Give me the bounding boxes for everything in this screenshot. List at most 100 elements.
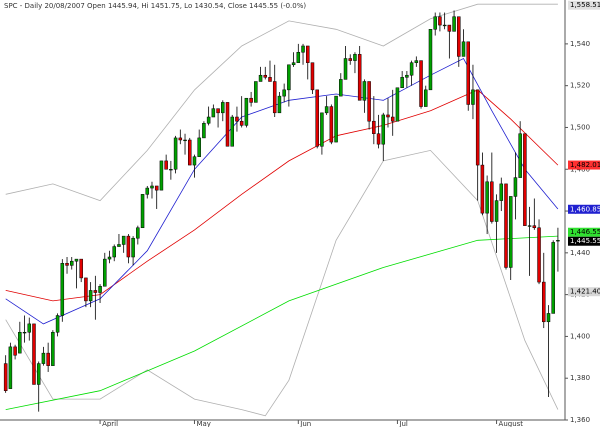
candle-body	[169, 169, 173, 171]
candle-body	[537, 227, 541, 283]
price-label: 1,460.85	[570, 205, 600, 213]
candle-body	[306, 45, 310, 63]
candle-body	[93, 290, 98, 293]
candle-body	[263, 74, 268, 78]
price-label-box	[568, 160, 600, 170]
candle-body	[258, 74, 263, 82]
candle-body	[192, 156, 197, 166]
candle-body	[320, 112, 324, 147]
price-label: 1,558.51	[570, 1, 600, 9]
x-tick-label: Jul	[398, 420, 408, 427]
candle-body	[409, 62, 414, 76]
candle-body	[419, 60, 423, 107]
price-label: 1,446.55	[570, 228, 600, 236]
candle-body	[287, 64, 291, 91]
candle-body	[291, 62, 296, 66]
candle-body	[159, 160, 164, 191]
indicator-line	[5, 3, 558, 202]
price-label-box	[568, 236, 600, 246]
candle-body	[395, 87, 400, 122]
candle-body	[518, 133, 522, 178]
price-label-box	[568, 204, 600, 214]
candle-body	[367, 81, 371, 122]
candle-body	[150, 185, 154, 189]
candle-body	[348, 58, 352, 61]
candle-body	[513, 177, 518, 197]
price-label: 1,482.01	[570, 161, 600, 169]
candle-body	[65, 263, 69, 266]
candle-body	[461, 41, 466, 57]
candle-body	[27, 323, 32, 333]
candle-body	[173, 137, 178, 170]
chart-title: SPC - Daily 20/08/2007 Open 1445.94, Hi …	[4, 2, 306, 10]
price-label-box	[568, 0, 600, 10]
candle-body	[310, 62, 315, 91]
x-tick-label: April	[102, 420, 118, 427]
candle-body	[225, 102, 230, 147]
indicator-line	[5, 57, 559, 325]
candle-body	[372, 120, 376, 134]
candle-body	[41, 352, 46, 364]
candle-body	[206, 116, 211, 124]
y-tick-label: 1,360	[570, 416, 590, 424]
candle-body	[183, 139, 187, 142]
candle-body	[79, 258, 83, 279]
price-label: 1,421.40	[570, 288, 600, 296]
candle-body	[126, 235, 131, 258]
candle-body	[140, 194, 145, 229]
candle-body	[428, 29, 433, 91]
candle-body	[499, 183, 504, 201]
candle-body	[22, 331, 27, 334]
candle-body	[46, 352, 50, 366]
candle-body	[55, 315, 60, 333]
candle-body	[339, 79, 343, 97]
candle-body	[343, 58, 348, 80]
candle-body	[3, 363, 8, 391]
candle-body	[523, 133, 527, 226]
candle-body	[457, 16, 461, 57]
candle-body	[178, 137, 183, 141]
candle-body	[51, 331, 55, 366]
candle-body	[254, 81, 258, 103]
candle-body	[216, 108, 220, 114]
candle-body	[272, 81, 277, 114]
candle-body	[107, 256, 112, 260]
candle-body	[187, 139, 192, 166]
candle-body	[36, 363, 41, 385]
candle-body	[324, 106, 329, 114]
candle-body	[112, 246, 116, 258]
y-tick-label: 1,540	[570, 40, 590, 48]
candle-body	[117, 244, 121, 247]
candle-body	[88, 290, 93, 302]
candle-body	[277, 95, 282, 114]
y-tick-label: 1,440	[570, 249, 590, 257]
candle-body	[414, 60, 419, 63]
candle-body	[60, 263, 65, 316]
candle-body	[131, 237, 135, 258]
candle-body	[197, 137, 201, 157]
candle-body	[8, 346, 13, 389]
candle-body	[471, 89, 475, 105]
candle-body	[447, 24, 452, 32]
candle-body	[136, 227, 140, 239]
candle-body	[353, 54, 357, 61]
candle-body	[542, 281, 546, 323]
candle-body	[18, 331, 22, 354]
candle-body	[390, 116, 395, 122]
candle-body	[362, 81, 367, 101]
candle-body	[357, 54, 362, 101]
price-label-box	[568, 287, 600, 297]
candle-body	[315, 89, 319, 147]
x-tick-label: May	[196, 420, 210, 427]
candle-body	[532, 225, 537, 229]
candle-body	[442, 24, 447, 27]
candle-body	[386, 114, 390, 118]
candle-body	[103, 258, 107, 287]
candle-body	[334, 95, 338, 143]
candle-body	[485, 181, 489, 214]
candle-body	[32, 323, 36, 385]
candle-body	[433, 16, 437, 30]
candle-body	[466, 41, 470, 105]
candle-body	[268, 77, 272, 82]
